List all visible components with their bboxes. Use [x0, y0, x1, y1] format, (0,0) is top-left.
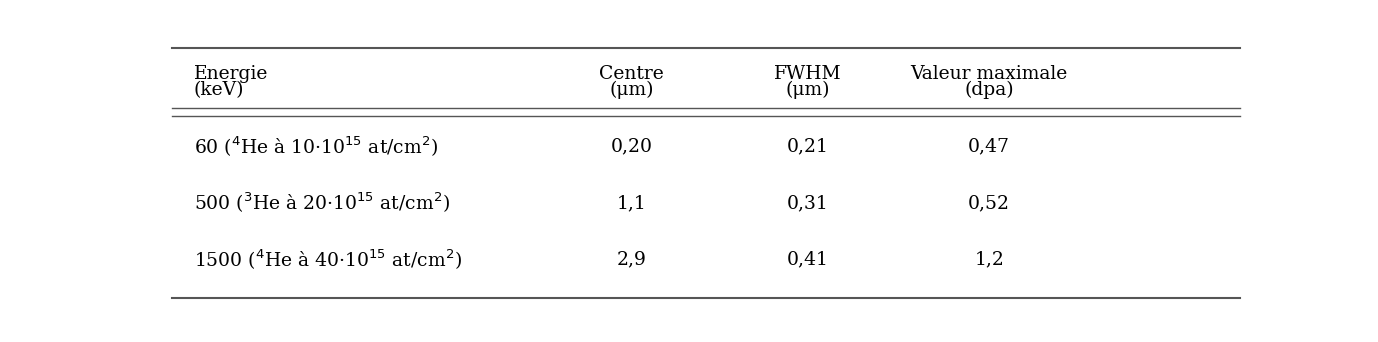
Text: Centre: Centre	[599, 65, 664, 83]
Text: Energie: Energie	[193, 65, 267, 83]
Text: 1,1: 1,1	[616, 194, 646, 212]
Text: (μm): (μm)	[785, 81, 830, 99]
Text: (dpa): (dpa)	[965, 81, 1014, 99]
Text: Valeur maximale: Valeur maximale	[911, 65, 1068, 83]
Text: 60 ($^{4}$He à 10·10$^{15}$ at/cm$^{2}$): 60 ($^{4}$He à 10·10$^{15}$ at/cm$^{2}$)	[193, 134, 438, 159]
Text: 0,52: 0,52	[969, 194, 1010, 212]
Text: 500 ($^{3}$He à 20·10$^{15}$ at/cm$^{2}$): 500 ($^{3}$He à 20·10$^{15}$ at/cm$^{2}$…	[193, 191, 449, 215]
Text: 2,9: 2,9	[616, 251, 646, 268]
Text: 1500 ($^{4}$He à 40·10$^{15}$ at/cm$^{2}$): 1500 ($^{4}$He à 40·10$^{15}$ at/cm$^{2}…	[193, 248, 462, 272]
Text: 0,31: 0,31	[787, 194, 828, 212]
Text: 0,47: 0,47	[969, 137, 1010, 155]
Text: (μm): (μm)	[609, 81, 653, 99]
Text: 1,2: 1,2	[974, 251, 1005, 268]
Text: FWHM: FWHM	[774, 65, 842, 83]
Text: (keV): (keV)	[193, 81, 244, 99]
Text: 0,21: 0,21	[787, 137, 828, 155]
Text: 0,41: 0,41	[787, 251, 828, 268]
Text: 0,20: 0,20	[610, 137, 652, 155]
